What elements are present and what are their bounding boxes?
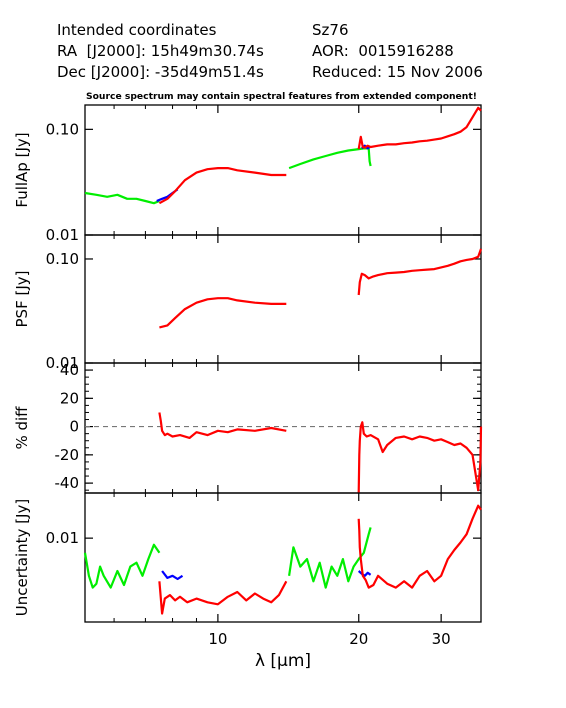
diff-series-line [357,421,483,494]
fullap-ytick-label: 0.01 [46,226,79,244]
diff-panel: -40 -20 0 20 40 % diff [13,361,483,494]
uncertainty-series-line [357,570,372,577]
fullap-panel: 0.01 0.10 FullAp [Jy] [13,104,482,244]
fullap-series-line [84,191,160,205]
x-axis-label: λ [μm] [255,651,311,671]
psf-ytick-label: 0.10 [46,250,79,268]
uncertainty-ytick-label: 0.01 [46,529,79,547]
uncertainty-series-line [357,504,482,589]
uncertainty-series-line [158,580,288,615]
fullap-series-line [158,167,287,205]
diff-series-line [158,412,287,439]
fullap-ylabel: FullAp [Jy] [13,132,31,207]
diff-ytick-label: 0 [69,418,79,436]
uncertainty-xtick-label: 10 [208,630,227,648]
psf-ytick-label: 0.01 [46,354,79,372]
psf-ylabel: PSF [Jy] [13,271,31,328]
diff-ytick-label: -20 [55,446,80,464]
uncertainty-series-line [83,543,161,589]
uncertainty-frame [84,492,482,623]
diff-ylabel: % diff [13,406,31,450]
ra-coordinate: RA [J2000]: 15h49m30.74s [57,42,264,60]
uncertainty-xtick-label: 30 [432,630,451,648]
uncertainty-panel: 0.01 Uncertainty [Jy] 10 20 30 λ [μm] [13,492,482,671]
reduced-date: Reduced: 15 Nov 2006 [312,63,483,81]
diff-ytick-label: 20 [60,389,79,407]
psf-frame [84,234,482,364]
extended-component-note: Source spectrum may contain spectral fea… [86,91,477,102]
diff-ytick-label: 40 [60,361,79,379]
psf-series-line [159,297,287,329]
diff-ytick-label: -40 [55,474,80,492]
fullap-ytick-label: 0.10 [46,120,79,138]
diff-frame [84,362,482,494]
psf-series-line [357,248,483,296]
uncertainty-ylabel: Uncertainty [Jy] [13,499,31,616]
aor-number: AOR: 0015916288 [312,42,454,60]
uncertainty-xtick-label: 20 [349,630,368,648]
intended-coordinates-label: Intended coordinates [57,21,217,39]
fullap-frame [84,104,482,236]
uncertainty-series-line [161,570,184,581]
fullap-series-line [357,106,482,150]
object-name: Sz76 [312,21,349,39]
psf-panel: 0.01 0.10 PSF [Jy] [13,234,483,372]
fullap-series-line [367,148,372,167]
dec-coordinate: Dec [J2000]: -35d49m51.4s [57,63,264,81]
fullap-series-line [288,147,369,170]
